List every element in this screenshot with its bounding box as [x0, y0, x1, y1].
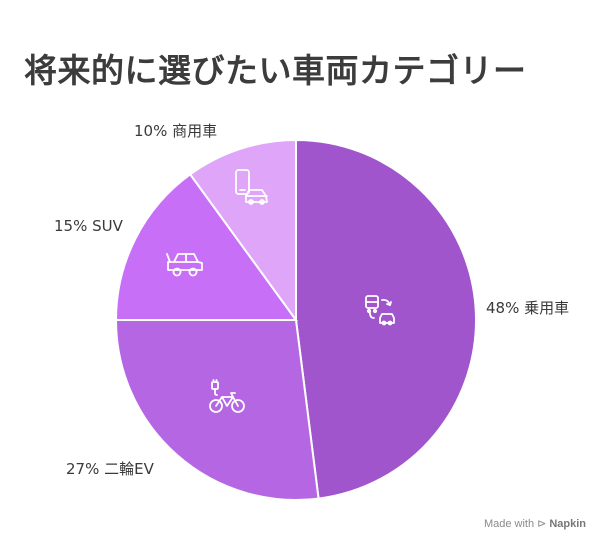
pie-slice-3 [188, 138, 297, 324]
slice-label-passenger-car: 48% 乗用車 [486, 299, 569, 317]
napkin-brand: Napkin [549, 517, 586, 530]
car-exchange-icon [365, 295, 395, 326]
pie-slice-0 [295, 138, 477, 500]
chart-title: 将来的に選びたい車両カテゴリー [24, 51, 527, 90]
electric-bicycle-icon [209, 379, 245, 413]
made-with-text: Made with [483, 517, 535, 530]
footer-credit: Made with ⊳ Napkin [483, 517, 586, 531]
napkin-logo-icon: ⊳ [537, 518, 547, 530]
suv-icon [166, 253, 203, 277]
slice-label-two-wheel-ev: 27% 二輪EV [66, 460, 155, 478]
phone-delivery-car-icon [235, 169, 268, 205]
slice-label-commercial-vehicle: 10% 商用車 [134, 122, 217, 140]
pie-slice-2 [114, 172, 298, 321]
slice-label-suv: 15% SUV [54, 217, 124, 235]
pie-slice-1 [114, 319, 320, 501]
